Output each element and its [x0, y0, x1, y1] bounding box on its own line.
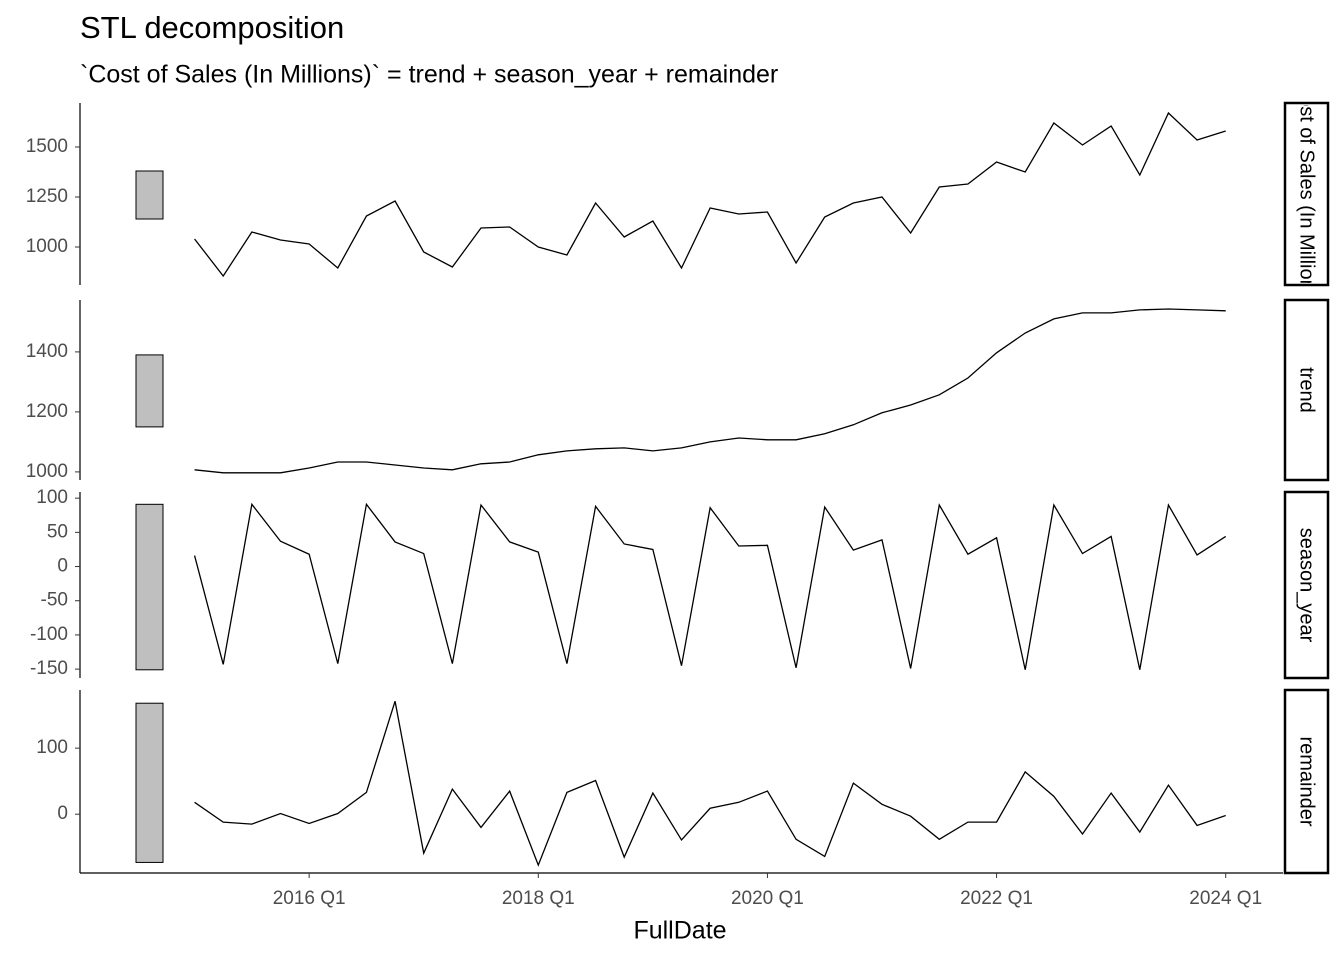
strip-box [1283, 101, 1330, 287]
x-tick-label: 2018 Q1 [502, 888, 575, 909]
strip: trend [1296, 367, 1318, 413]
y-tick-label: -100 [30, 624, 68, 645]
y-tick-label: 1000 [26, 461, 68, 482]
range-bar [135, 503, 164, 671]
y-tick-label: 50 [47, 521, 68, 542]
y-tick-label: 1000 [26, 236, 68, 257]
y-tick-label: 100 [36, 737, 68, 758]
line [194, 308, 1226, 474]
strip-label: trend [1296, 367, 1318, 413]
y-tick-label: 100 [36, 487, 68, 508]
x-tick-label: 2020 Q1 [731, 888, 804, 909]
y-tick-label: 1400 [26, 341, 68, 362]
line [194, 111, 1226, 278]
x-tick-label: 2022 Q1 [960, 888, 1033, 909]
range-bar [135, 170, 164, 220]
y-tick-label: 1250 [26, 186, 68, 207]
strip-box [1283, 490, 1330, 680]
y-tick-label: 0 [57, 556, 68, 577]
strip: remainder [1296, 736, 1318, 826]
line [193, 502, 1227, 670]
strip-label: remainder [1296, 736, 1318, 826]
strip: Cost of Sales (In Millions) [1296, 81, 1318, 308]
range-bar [135, 354, 164, 428]
strip-label: Cost of Sales (In Millions) [1296, 81, 1318, 308]
chart-subtitle: `Cost of Sales (In Millions)` = trend + … [80, 61, 778, 89]
y-tick-label: 1200 [26, 401, 68, 422]
y-tick-label: 1500 [26, 136, 68, 157]
y-tick-label: -150 [30, 658, 68, 679]
range-bar [135, 702, 164, 863]
x-tick-label: 2024 Q1 [1189, 888, 1262, 909]
strip: season_year [1296, 528, 1318, 643]
x-axis-label: FullDate [633, 917, 726, 945]
line [194, 701, 1226, 867]
chart-title: STL decomposition [80, 10, 344, 45]
y-tick-label: -50 [41, 590, 68, 611]
strip-box [1283, 298, 1330, 482]
y-tick-label: 0 [57, 803, 68, 824]
x-tick-label: 2016 Q1 [273, 888, 346, 909]
strip-label: season_year [1296, 528, 1318, 643]
strip-box [1283, 688, 1330, 875]
